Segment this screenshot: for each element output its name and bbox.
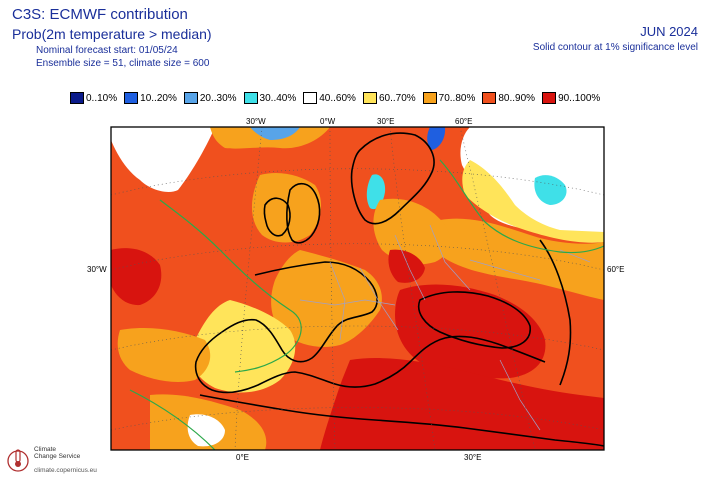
legend-item: 0..10% [70, 92, 117, 104]
legend-swatch [70, 92, 84, 104]
grid-label-top: 30°W [246, 117, 266, 126]
legend-label: 20..30% [199, 92, 237, 104]
field-yellow-iberia [191, 300, 296, 393]
coast-scandinavia [350, 132, 435, 225]
ensemble-size: Ensemble size = 51, climate size = 600 [36, 58, 210, 69]
field-yellow-east [462, 160, 604, 243]
graticule [111, 127, 604, 450]
significance-contour [159, 199, 302, 373]
legend-swatch [542, 92, 557, 104]
grid-label-top: 30°E [377, 117, 394, 126]
border-line [329, 261, 346, 341]
border-line [469, 259, 541, 281]
border-line [429, 224, 471, 291]
legend-swatch [422, 92, 437, 104]
field-white-sahara [187, 414, 225, 447]
field-white-northwest [111, 127, 215, 192]
graticule-line [329, 127, 336, 450]
legend-item: 40..60% [303, 92, 356, 104]
graticule-line [111, 243, 604, 271]
legend-label: 80..90% [498, 92, 536, 104]
grid-label-bottom: 30°E [464, 453, 481, 462]
legend-label: 60..70% [378, 92, 416, 104]
graticule-line [111, 325, 604, 351]
legend-swatch [124, 92, 139, 104]
chart-title: C3S: ECMWF contribution [12, 6, 188, 23]
coast-north-africa [199, 394, 604, 447]
border-line [499, 359, 541, 431]
copernicus-logo: Climate Change Service climate.copernicu… [6, 444, 126, 480]
significance-contour [439, 159, 604, 254]
coast-black-sea [418, 291, 531, 349]
field-blue-scandinavia [427, 127, 446, 150]
legend-swatch [303, 92, 318, 104]
legend-item: 20..30% [183, 92, 237, 104]
grid-label-bottom: 0°E [236, 453, 249, 462]
legend-item: 90..100% [542, 92, 600, 104]
significance-note: Solid contour at 1% significance level [532, 42, 698, 53]
legend-label: 40..60% [319, 92, 356, 104]
legend-label: 10..20% [140, 92, 177, 104]
field-red-mediterranean [320, 358, 604, 450]
legend-item: 80..90% [482, 92, 535, 104]
field-orange-atlantic [117, 328, 211, 382]
graticule-line [234, 127, 263, 450]
logo-line1: Climate [34, 446, 57, 453]
forecast-period: JUN 2024 [640, 24, 698, 39]
legend-label: 0..10% [86, 92, 118, 104]
thermometer-icon [7, 449, 29, 472]
legend-item: 70..80% [422, 92, 476, 104]
forecast-start: Nominal forecast start: 01/05/24 [36, 45, 178, 56]
legend-item: 10..20% [124, 92, 177, 104]
legend-label: 90..100% [558, 92, 601, 104]
field-orange-baltic [373, 198, 451, 265]
map-frame [110, 126, 605, 451]
border-line [359, 267, 399, 331]
grid-label-top: 60°E [455, 117, 472, 126]
field-orange-central [271, 250, 382, 347]
chart-subtitle: Prob(2m temperature > median) [12, 26, 212, 42]
grid-label-right: 60°E [607, 265, 624, 274]
legend-swatch [243, 92, 258, 104]
field-red-blacksea [395, 284, 546, 379]
legend-swatch [482, 92, 497, 104]
coast-caspian [539, 239, 572, 386]
logo-title: Climate Change Service [34, 446, 80, 460]
border-line [394, 234, 426, 301]
field-red-carpathian [388, 249, 425, 283]
logo-url: climate.copernicus.eu [34, 467, 97, 474]
probability-legend: 0..10% 10..20% 20..30% 30..40% 40..60% 6… [70, 90, 607, 106]
legend-swatch [362, 92, 377, 104]
graticule-line [111, 168, 604, 196]
legend-label: 70..80% [438, 92, 476, 104]
legend-label: 30..40% [259, 92, 297, 104]
coast-britain [286, 182, 321, 244]
legend-item: 30..40% [243, 92, 297, 104]
grid-label-top: 0°W [320, 117, 336, 126]
logo-line2: Change Service [34, 453, 81, 460]
coast-ireland [263, 197, 291, 237]
legend-item: 60..70% [362, 92, 416, 104]
coast-mediterranean-north [194, 261, 546, 394]
field-orange-east [440, 218, 604, 300]
significance-contour [129, 389, 216, 450]
legend-swatch [183, 92, 198, 104]
border-line [299, 299, 396, 306]
grid-label-left: 30°W [87, 265, 107, 274]
field-blue-north [250, 127, 300, 140]
graticule-line [389, 127, 436, 450]
field-red-atlantic [111, 248, 162, 306]
field-cyan-east [534, 175, 567, 205]
map-fields [111, 127, 604, 450]
